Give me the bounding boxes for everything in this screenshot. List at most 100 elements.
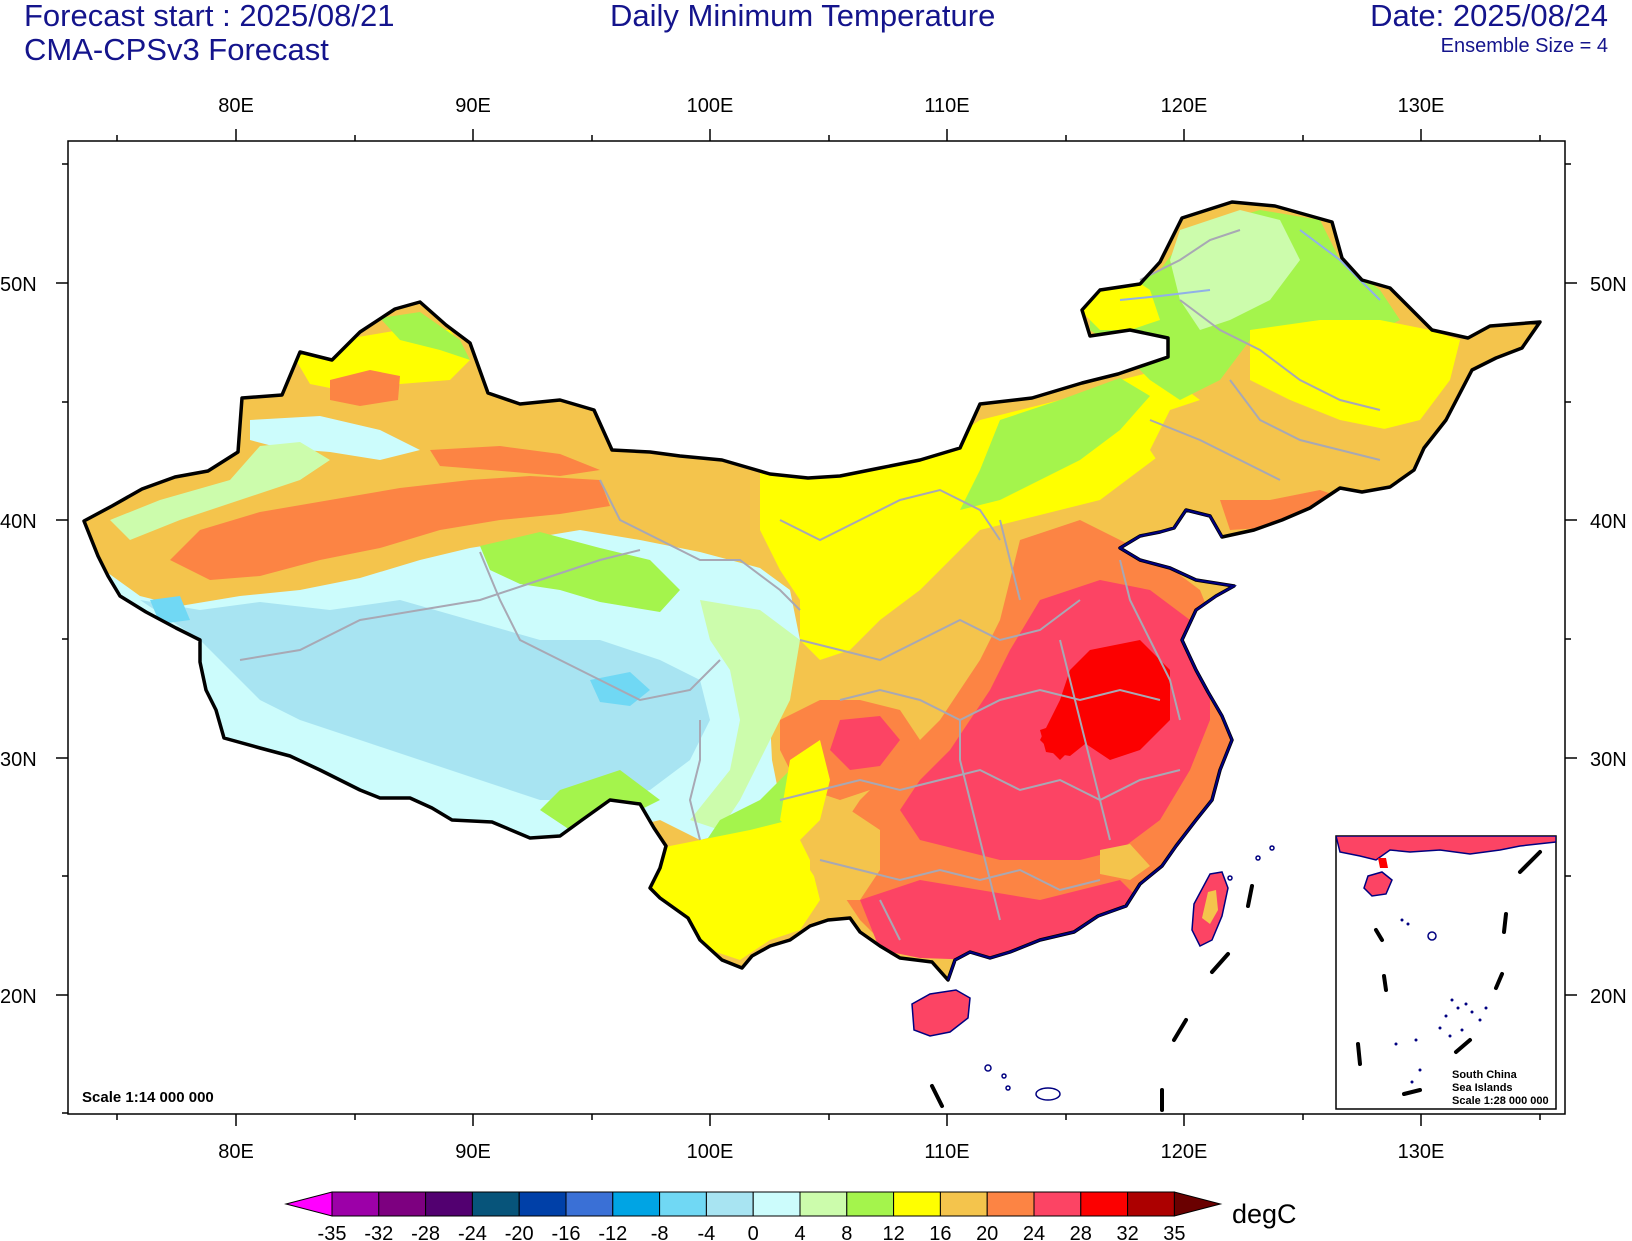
- colorbar-arrow-high: [1173, 1191, 1223, 1217]
- colorbar-level-label: 28: [1070, 1223, 1092, 1241]
- lat-label-left-30n: 30N: [0, 749, 37, 771]
- colorbar-bin: [1033, 1191, 1082, 1217]
- inset-label-line-2: Sea Islands: [1452, 1082, 1513, 1094]
- map-title: Daily Minimum Temperature: [610, 0, 996, 33]
- lon-label-bottom-110e: 110E: [924, 1141, 969, 1163]
- small-islands: [984, 845, 1275, 1101]
- colorbar-bin: [1127, 1191, 1175, 1217]
- lat-label-right-30n: 30N: [1590, 749, 1627, 771]
- region-guizhou-yellow: [810, 810, 880, 900]
- colorbar-level-label: 20: [976, 1223, 998, 1241]
- colorbar-level-label: -4: [698, 1223, 716, 1241]
- colorbar-level-label: -35: [318, 1223, 347, 1241]
- lon-label-top-100e: 100E: [687, 95, 734, 117]
- region-north-green: [960, 378, 1150, 510]
- colorbar-bin: [518, 1191, 567, 1217]
- region-northeast-orange: [1150, 390, 1420, 520]
- colorbar-level-label: -16: [552, 1223, 581, 1241]
- colorbar-bin: [893, 1191, 941, 1217]
- inset-dashes: [1356, 850, 1542, 1096]
- lat-label-left-20n: 20N: [0, 986, 37, 1008]
- lat-label-right-50n: 50N: [1590, 274, 1627, 296]
- colorbar-level-label: -8: [651, 1223, 669, 1241]
- lon-label-bottom-90e: 90E: [455, 1141, 491, 1163]
- colorbar-level-label: 24: [1023, 1223, 1045, 1241]
- lon-label-top-90e: 90E: [455, 95, 491, 117]
- colorbar-bin: [752, 1191, 801, 1217]
- maritime-boundary-dashes: [930, 884, 1254, 1112]
- lon-label-bottom-80e: 80E: [218, 1141, 254, 1163]
- colorbar-bin: [612, 1191, 661, 1217]
- colorbar-level-label: 12: [882, 1223, 904, 1241]
- colorbar-level-label: 8: [841, 1223, 852, 1241]
- colorbar-bin: [939, 1191, 988, 1217]
- colorbar-bin: [1080, 1191, 1129, 1217]
- colorbar-bin: [986, 1191, 1035, 1217]
- region-qaidam-mild: [480, 532, 680, 612]
- region-southwest-yellow: [780, 740, 830, 840]
- hainan: [911, 989, 971, 1037]
- lon-label-top-130e: 130E: [1398, 95, 1445, 117]
- colorbar-level-label: -28: [411, 1223, 440, 1241]
- lon-ticks: [116, 129, 1541, 1126]
- colorbar-level-label: -12: [598, 1223, 627, 1241]
- region-north-xinjiang-mild: [110, 442, 330, 540]
- inset-mainland: [1336, 836, 1556, 861]
- region-junggar-orange: [330, 370, 400, 406]
- lat-ticks: [56, 163, 1577, 1114]
- inset-islands: [1394, 918, 1488, 1084]
- region-east-plateau-mild: [690, 600, 800, 830]
- south-china-sea-inset: South China Sea Islands Scale 1:28 000 0…: [1335, 835, 1557, 1110]
- lon-label-top-120e: 120E: [1161, 95, 1208, 117]
- colorbar-bin: [331, 1191, 380, 1217]
- colorbar-bin: [705, 1191, 754, 1217]
- lon-label-bottom-100e: 100E: [687, 1141, 734, 1163]
- lon-label-bottom-130e: 130E: [1398, 1141, 1445, 1163]
- region-greater-khingan: [1170, 210, 1300, 330]
- lon-label-top-80e: 80E: [218, 95, 254, 117]
- region-east-china-red-2: [1040, 720, 1090, 756]
- colorbar-unit-label: degC: [1232, 1199, 1297, 1229]
- colorbar-level-label: 4: [794, 1223, 805, 1241]
- region-south-china-orange-spot: [1100, 844, 1150, 880]
- model-label: CMA-CPSv3 Forecast: [24, 32, 329, 67]
- colorbar: [284, 1191, 1223, 1217]
- region-northeast-yellow: [1250, 320, 1460, 430]
- colorbar-level-label: -20: [505, 1223, 534, 1241]
- region-tarim: [170, 476, 610, 580]
- region-plateau-cold-spot-2: [150, 596, 190, 624]
- colorbar-bin: [799, 1191, 848, 1217]
- colorbar-bin: [565, 1191, 614, 1217]
- lat-label-right-40n: 40N: [1590, 511, 1627, 533]
- colorbar-labels: -35 -32 -28 -24 -20 -16 -12 -8 -4 0 4 8 12 16 20 24 28 32…: [318, 1223, 1186, 1241]
- region-tarim-north: [430, 446, 600, 476]
- valid-date-label: Date: 2025/08/24: [1370, 0, 1608, 33]
- colorbar-bin: [471, 1191, 520, 1217]
- colorbar-bin: [378, 1191, 427, 1217]
- colorbar-level-label: 35: [1163, 1223, 1185, 1241]
- lon-label-top-110e: 110E: [924, 95, 969, 117]
- lat-label-left-50n: 50N: [0, 274, 37, 296]
- inset-coast-spot: [1378, 858, 1388, 868]
- colorbar-level-label: 32: [1116, 1223, 1138, 1241]
- ensemble-size-label: Ensemble Size = 4: [1440, 35, 1608, 57]
- colorbar-bin: [659, 1191, 707, 1217]
- region-sichuan-pink: [830, 716, 900, 770]
- province-boundaries: [239, 229, 1381, 941]
- taiwan-core: [1202, 890, 1218, 924]
- rivers: [1119, 229, 1381, 301]
- lon-label-bottom-120e: 120E: [1161, 1141, 1208, 1163]
- lat-label-right-20n: 20N: [1590, 986, 1627, 1008]
- region-plateau-cool: [140, 600, 710, 800]
- colorbar-level-label: 0: [748, 1223, 759, 1241]
- region-north-xinjiang-green: [380, 312, 470, 360]
- colorbar-level-label: -24: [458, 1223, 487, 1241]
- colorbar-level-label: 16: [929, 1223, 951, 1241]
- colorbar-arrow-low: [284, 1191, 333, 1217]
- inset-label-line-3: Scale 1:28 000 000: [1452, 1095, 1549, 1107]
- scale-note: Scale 1:14 000 000: [82, 1089, 214, 1106]
- lat-label-left-40n: 40N: [0, 511, 37, 533]
- region-liaoning-hot: [1220, 490, 1350, 530]
- inset-label-line-1: South China: [1452, 1069, 1518, 1081]
